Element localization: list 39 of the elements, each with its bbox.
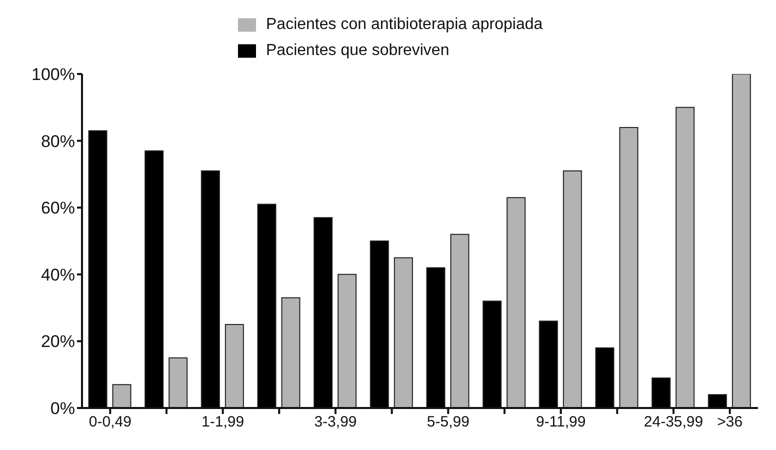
x-tick-label: >36 [717, 414, 743, 431]
x-tick-label: 24-35,99 [644, 414, 704, 431]
bar [595, 347, 614, 408]
bar [708, 394, 727, 408]
bar [200, 170, 220, 408]
bar [314, 217, 333, 408]
bar [394, 257, 413, 408]
x-tick-label: 9-11,99 [536, 414, 586, 431]
bar [732, 74, 751, 408]
bar [562, 170, 582, 408]
bar [88, 130, 108, 408]
y-tick-label: 80% [40, 132, 75, 151]
bar [370, 240, 389, 408]
y-tick-label: 20% [40, 332, 75, 352]
bar [482, 300, 502, 408]
bar [506, 197, 526, 408]
bar [676, 106, 695, 408]
bar [450, 234, 470, 408]
legend-label: Pacientes que sobreviven [266, 42, 450, 59]
legend-label: Pacientes con antibioterapia apropiada [266, 16, 543, 33]
y-tick-label: 60% [40, 198, 75, 218]
y-tick-label: 100% [32, 65, 75, 84]
bar [619, 126, 638, 408]
y-tick-label: 40% [40, 265, 75, 284]
bar [281, 297, 300, 408]
bar [112, 384, 132, 408]
x-tick-label: 1-1,99 [202, 414, 244, 431]
x-tick-label: 5-5,99 [426, 414, 470, 431]
bar [538, 320, 558, 408]
bar [426, 267, 446, 408]
x-tick-label: 0-0,49 [88, 414, 132, 431]
bar [224, 324, 244, 408]
x-tick-label: 3-3,99 [314, 414, 357, 431]
bar [168, 357, 188, 408]
y-tick-label: 0% [50, 399, 75, 418]
bar [652, 377, 671, 408]
bar [144, 150, 164, 408]
bar [257, 204, 276, 408]
bar [338, 274, 357, 408]
